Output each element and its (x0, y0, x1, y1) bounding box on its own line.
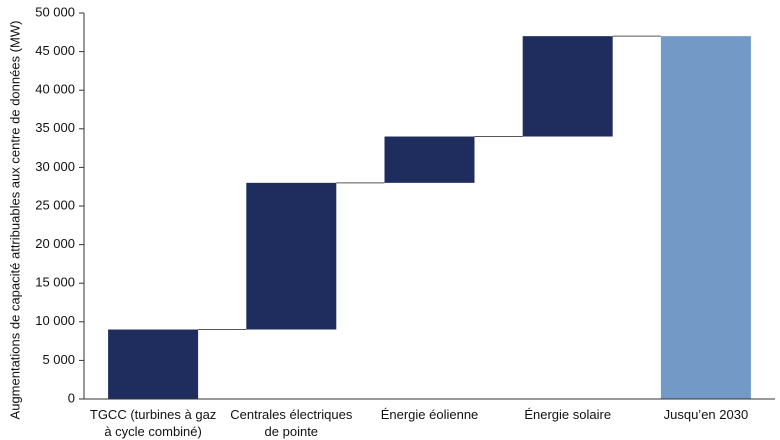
increment-bar (108, 329, 199, 399)
x-category-label: Énergie éolienne (381, 407, 479, 422)
y-tick-label: 35 000 (35, 120, 75, 135)
total-bar (660, 36, 751, 399)
y-tick-label: 25 000 (35, 197, 75, 212)
y-tick-label: 40 000 (35, 82, 75, 97)
x-category-label: Centrales électriques de pointe (230, 407, 353, 439)
y-tick-label: 15 000 (35, 275, 75, 290)
increment-bar (522, 36, 613, 137)
x-category-label: Énergie solaire (524, 407, 611, 422)
y-tick-label: 5 000 (42, 352, 75, 367)
x-category-label: TGCC (turbines à gaz à cycle combiné) (90, 407, 216, 439)
y-axis-ticks: 0 5 000 10 000 15 000 20 000 25 000 30 000 35 0… (35, 4, 84, 405)
y-tick-label: 45 000 (35, 43, 75, 58)
increment-bar (246, 182, 337, 330)
axes (83, 13, 775, 400)
increment-bar (384, 136, 475, 183)
y-axis-title: Augmentations de capacité attribuables a… (7, 21, 22, 420)
y-tick-label: 30 000 (35, 159, 75, 174)
x-category-label: Jusqu’en 2030 (664, 407, 749, 422)
y-tick-label: 10 000 (35, 313, 75, 328)
y-tick-label: 50 000 (35, 4, 75, 19)
y-tick-label: 20 000 (35, 236, 75, 251)
connector-lines (198, 35, 661, 331)
x-axis-labels: TGCC (turbines à gaz à cycle combiné) Cent… (90, 407, 748, 439)
y-tick-label: 0 (68, 390, 75, 405)
y-axis-title-group: Augmentations de capacité attribuables a… (7, 21, 22, 420)
bars (108, 36, 751, 399)
